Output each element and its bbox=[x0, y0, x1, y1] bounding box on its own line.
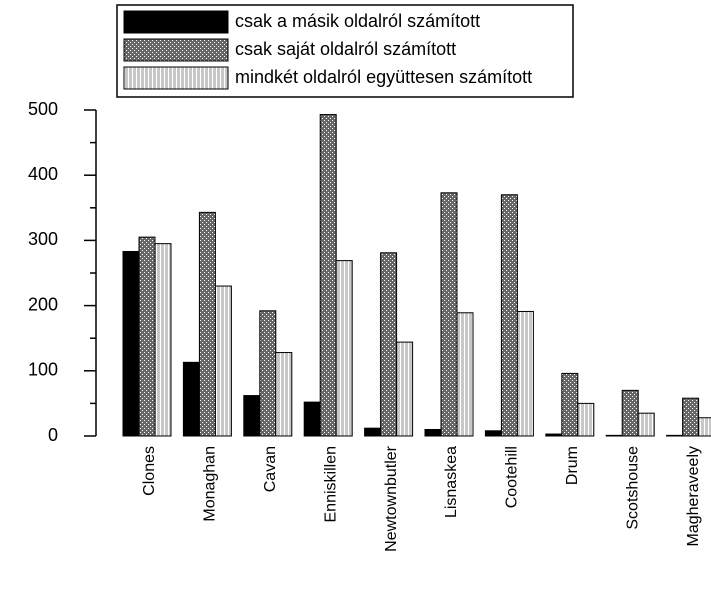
bar bbox=[154, 243, 172, 437]
legend-swatch bbox=[123, 38, 229, 62]
x-tick-label: Cavan bbox=[262, 446, 279, 492]
bar bbox=[561, 372, 579, 437]
bar bbox=[577, 402, 595, 437]
y-tick-label: 100 bbox=[28, 360, 58, 380]
x-tick-label: Drum bbox=[564, 446, 581, 485]
bar bbox=[484, 430, 502, 437]
legend-swatch bbox=[123, 10, 229, 34]
x-tick-label: Lisnaskea bbox=[443, 446, 460, 518]
bar bbox=[364, 427, 382, 437]
bar bbox=[319, 114, 337, 437]
legend-label: csak a másik oldalról számított bbox=[235, 11, 480, 31]
y-tick-label: 0 bbox=[48, 425, 58, 445]
x-tick-label: Cootehill bbox=[504, 446, 521, 508]
legend-swatch bbox=[123, 66, 229, 90]
x-tick-label: Monaghan bbox=[202, 446, 219, 522]
bar bbox=[335, 260, 353, 437]
bar bbox=[182, 361, 200, 437]
bar bbox=[440, 192, 458, 437]
y-tick-label: 500 bbox=[28, 99, 58, 119]
bar bbox=[424, 428, 442, 437]
bar bbox=[303, 401, 321, 437]
x-tick-label: Enniskillen bbox=[322, 446, 339, 522]
x-tick-label: Newtownbutler bbox=[383, 445, 400, 552]
bar bbox=[396, 341, 414, 437]
bar bbox=[214, 285, 232, 437]
bar bbox=[605, 434, 623, 437]
bar bbox=[698, 417, 711, 437]
bar bbox=[621, 389, 639, 437]
bar bbox=[198, 211, 216, 437]
bar bbox=[500, 194, 518, 437]
bar bbox=[666, 434, 684, 437]
x-tick-label: Magheraveely bbox=[685, 446, 702, 547]
bar bbox=[380, 252, 398, 437]
bar bbox=[456, 312, 474, 437]
legend-label: csak saját oldalról számított bbox=[235, 39, 456, 59]
bar bbox=[122, 250, 140, 437]
bar bbox=[637, 412, 655, 437]
x-tick-label: Scotshouse bbox=[624, 446, 641, 530]
bar bbox=[259, 310, 277, 437]
legend-label: mindkét oldalról együttesen számított bbox=[235, 67, 532, 87]
bar bbox=[682, 397, 700, 437]
bar bbox=[243, 395, 261, 437]
y-tick-label: 200 bbox=[28, 294, 58, 314]
bar bbox=[516, 310, 534, 437]
y-tick-label: 300 bbox=[28, 229, 58, 249]
bar bbox=[275, 352, 293, 437]
bar bbox=[138, 236, 156, 437]
bar bbox=[545, 433, 563, 437]
x-tick-label: Clones bbox=[141, 446, 158, 496]
y-tick-label: 400 bbox=[28, 164, 58, 184]
